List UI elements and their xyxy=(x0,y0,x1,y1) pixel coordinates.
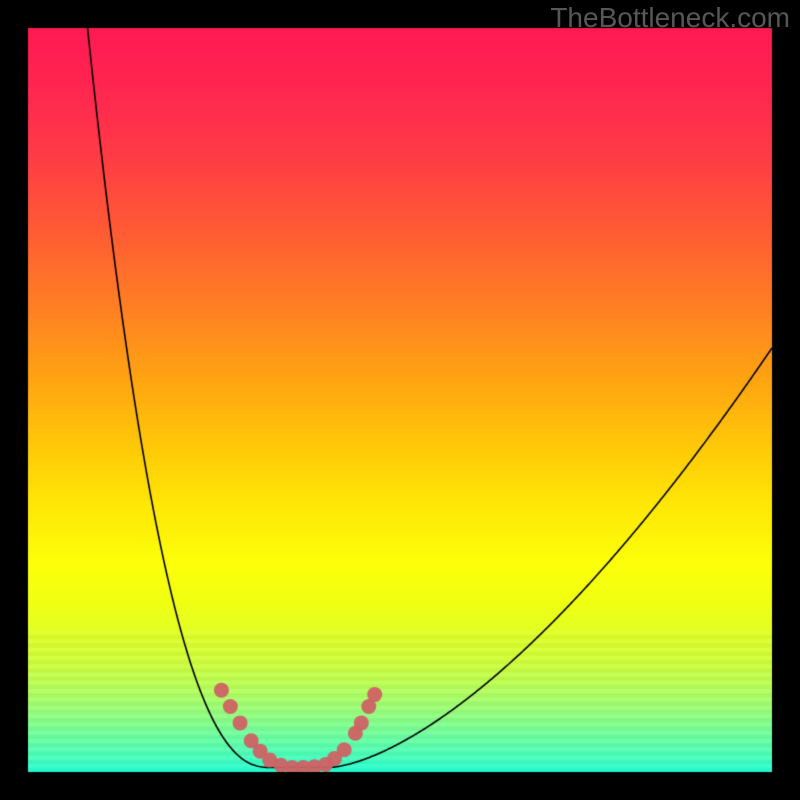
bottleneck-chart-canvas xyxy=(0,0,800,800)
watermark-source-label: TheBottleneck.com xyxy=(550,2,790,34)
